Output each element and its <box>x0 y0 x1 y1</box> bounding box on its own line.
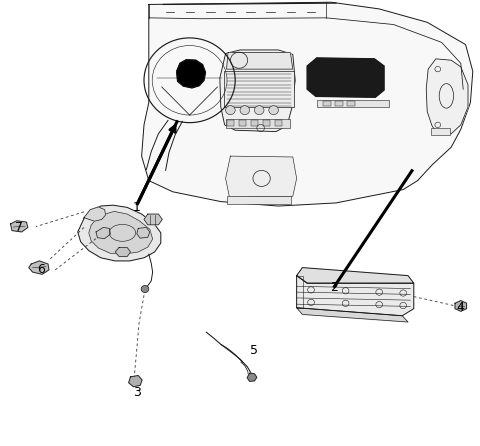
Bar <box>275 120 282 126</box>
Polygon shape <box>84 207 106 221</box>
Polygon shape <box>142 2 473 206</box>
Polygon shape <box>78 205 161 261</box>
Polygon shape <box>137 227 150 238</box>
Text: 6: 6 <box>37 263 45 277</box>
Bar <box>239 120 246 126</box>
Bar <box>226 119 290 128</box>
Polygon shape <box>11 221 28 232</box>
Polygon shape <box>307 58 384 97</box>
Bar <box>347 101 355 106</box>
Polygon shape <box>96 227 110 239</box>
Bar <box>227 196 291 204</box>
Polygon shape <box>297 276 414 316</box>
Text: 4: 4 <box>457 301 465 314</box>
Polygon shape <box>297 268 414 283</box>
Circle shape <box>254 106 264 115</box>
Polygon shape <box>177 60 205 88</box>
Bar <box>323 101 331 106</box>
Text: 5: 5 <box>251 343 258 357</box>
Polygon shape <box>455 301 467 311</box>
Polygon shape <box>29 261 49 274</box>
Bar <box>251 120 258 126</box>
Polygon shape <box>226 156 297 197</box>
Polygon shape <box>129 376 142 387</box>
Polygon shape <box>247 373 257 381</box>
Polygon shape <box>144 214 162 225</box>
Text: 7: 7 <box>15 221 23 234</box>
Circle shape <box>240 106 250 115</box>
Polygon shape <box>297 308 408 322</box>
Circle shape <box>141 285 149 293</box>
Text: 1: 1 <box>133 201 141 214</box>
Polygon shape <box>89 211 153 254</box>
Circle shape <box>226 106 235 115</box>
Bar <box>317 100 389 107</box>
Text: 3: 3 <box>133 386 141 399</box>
Bar <box>335 101 343 106</box>
Polygon shape <box>426 59 468 134</box>
Polygon shape <box>227 53 293 69</box>
Polygon shape <box>115 248 131 256</box>
Bar <box>224 71 294 107</box>
Circle shape <box>269 106 278 115</box>
Bar <box>431 128 450 135</box>
Bar <box>227 120 234 126</box>
Bar <box>263 120 270 126</box>
Polygon shape <box>220 50 295 132</box>
Text: 2: 2 <box>330 281 337 294</box>
